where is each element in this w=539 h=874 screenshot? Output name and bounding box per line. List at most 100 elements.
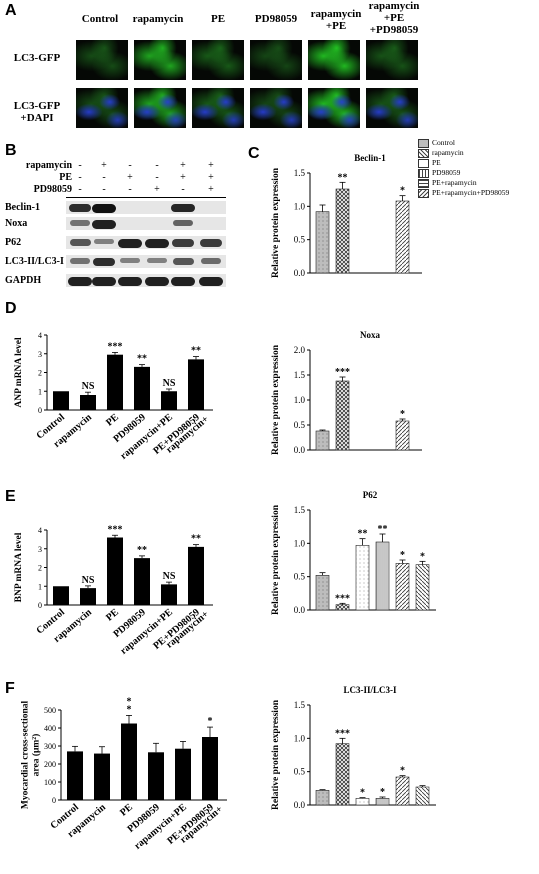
bar — [355, 545, 370, 611]
blot-band — [200, 258, 222, 264]
treatment-sign: + — [208, 172, 214, 183]
significance-mark: ** — [338, 172, 348, 183]
treatment-sign: - — [155, 172, 159, 183]
micrograph — [134, 88, 186, 128]
blot-band — [92, 277, 116, 286]
treatment-sign: - — [181, 184, 185, 195]
col-header-control: Control — [81, 13, 119, 25]
treatment-sign: - — [102, 184, 106, 195]
micrograph — [76, 88, 128, 128]
chart-title: LC3-II/LC3-I — [343, 685, 397, 695]
significance-mark: ** — [191, 346, 201, 357]
y-tick-label: 500 — [44, 706, 56, 715]
bar — [80, 588, 96, 605]
panel-label-c: C — [248, 145, 260, 162]
legend-swatch-pe — [418, 158, 429, 168]
blot-band — [94, 239, 114, 244]
micrograph — [250, 88, 302, 128]
y-axis-label: Myocardial cross-sectional — [21, 701, 31, 810]
bar — [161, 584, 177, 605]
bar — [335, 743, 350, 806]
significance-mark: * — [400, 409, 405, 420]
chart-noxa: 0.0 0.5 1.0 1.5 2.0 Noxa Relative protein expr… — [271, 330, 422, 455]
significance-mark: * — [208, 716, 213, 727]
y-axis-label: Relative protein expression — [271, 167, 281, 278]
y-tick-label: 2 — [38, 564, 42, 573]
treatment-sign: + — [180, 160, 186, 171]
blot-band — [120, 258, 140, 263]
blot-band — [171, 204, 195, 213]
y-tick-label: 300 — [44, 742, 56, 751]
band-label: P62 — [5, 237, 22, 248]
bar — [148, 752, 164, 800]
y-tick-label: 0.5 — [294, 572, 306, 582]
col-header-pd98059: PD98059 — [254, 13, 298, 25]
y-tick-label: 1.0 — [294, 733, 306, 743]
y-tick-label: 1.5 — [294, 505, 306, 515]
significance-mark: NS — [163, 378, 176, 389]
significance-mark: ** — [378, 524, 388, 535]
y-tick-label: 2 — [38, 369, 42, 378]
significance-mark: *** — [108, 524, 123, 535]
panel-label-f: F — [5, 680, 15, 697]
y-tick-label: 0.5 — [294, 235, 306, 245]
y-tick-label: 0.0 — [294, 800, 306, 810]
col-header-rapamycin-pe: rapamycin +PE — [310, 8, 362, 32]
y-tick-label: 3 — [38, 545, 42, 554]
bar — [395, 200, 410, 274]
y-axis-label: Relative protein expression — [271, 699, 281, 810]
significance-mark: * — [420, 551, 425, 562]
bar — [107, 354, 123, 410]
band-label: Beclin-1 — [5, 202, 40, 213]
y-tick-label: 0 — [52, 796, 56, 805]
y-tick-label: 1.5 — [294, 168, 306, 178]
blot-band — [70, 220, 90, 226]
y-tick-label: 400 — [44, 724, 56, 733]
y-axis-label: ANP mRNA level — [14, 337, 24, 408]
significance-mark: * — [127, 704, 132, 715]
blot-band — [147, 258, 167, 263]
y-tick-label: 200 — [44, 760, 56, 769]
bar — [175, 748, 191, 800]
y-tick-label: 0 — [38, 601, 42, 610]
micrograph — [366, 88, 418, 128]
treatment-label: PE — [59, 172, 72, 183]
panel-label-a: A — [5, 2, 17, 19]
y-tick-label: 0.0 — [294, 445, 306, 455]
y-tick-label: 1.0 — [294, 538, 306, 548]
band-label: GAPDH — [5, 275, 42, 286]
panel-label-e: E — [5, 488, 16, 505]
bar — [188, 546, 204, 605]
blot-band — [145, 239, 169, 248]
y-tick-label: 4 — [38, 526, 42, 535]
y-tick-label: 2.0 — [294, 345, 306, 355]
y-tick-label: 0.0 — [294, 605, 306, 615]
y-tick-label: 100 — [44, 778, 56, 787]
bar — [415, 786, 430, 806]
legend-swatch-pd98059 — [418, 168, 429, 178]
legend-item: Control — [418, 138, 538, 148]
significance-mark: * — [400, 550, 405, 561]
significance-mark: *** — [335, 367, 350, 378]
micrograph — [192, 40, 244, 80]
significance-mark: *** — [335, 593, 350, 604]
x-tick-label: PE — [104, 412, 121, 429]
bar — [395, 776, 410, 806]
significance-mark: ** — [191, 534, 201, 545]
band-label: Noxa — [5, 218, 28, 229]
bar — [161, 391, 177, 410]
chart-title: P62 — [363, 490, 378, 500]
x-tick-label: PE — [118, 802, 135, 819]
treatment-sign: - — [78, 172, 82, 183]
y-tick-label: 4 — [38, 331, 42, 340]
bar — [315, 211, 330, 274]
blot-band — [171, 239, 195, 247]
bar — [80, 395, 96, 410]
bar — [375, 798, 390, 806]
y-tick-label: 0.5 — [294, 420, 306, 430]
blot-band — [199, 239, 223, 247]
legend-item: rapamycin — [418, 148, 538, 158]
significance-mark: * — [400, 186, 405, 197]
treatment-label: PD98059 — [33, 184, 72, 195]
